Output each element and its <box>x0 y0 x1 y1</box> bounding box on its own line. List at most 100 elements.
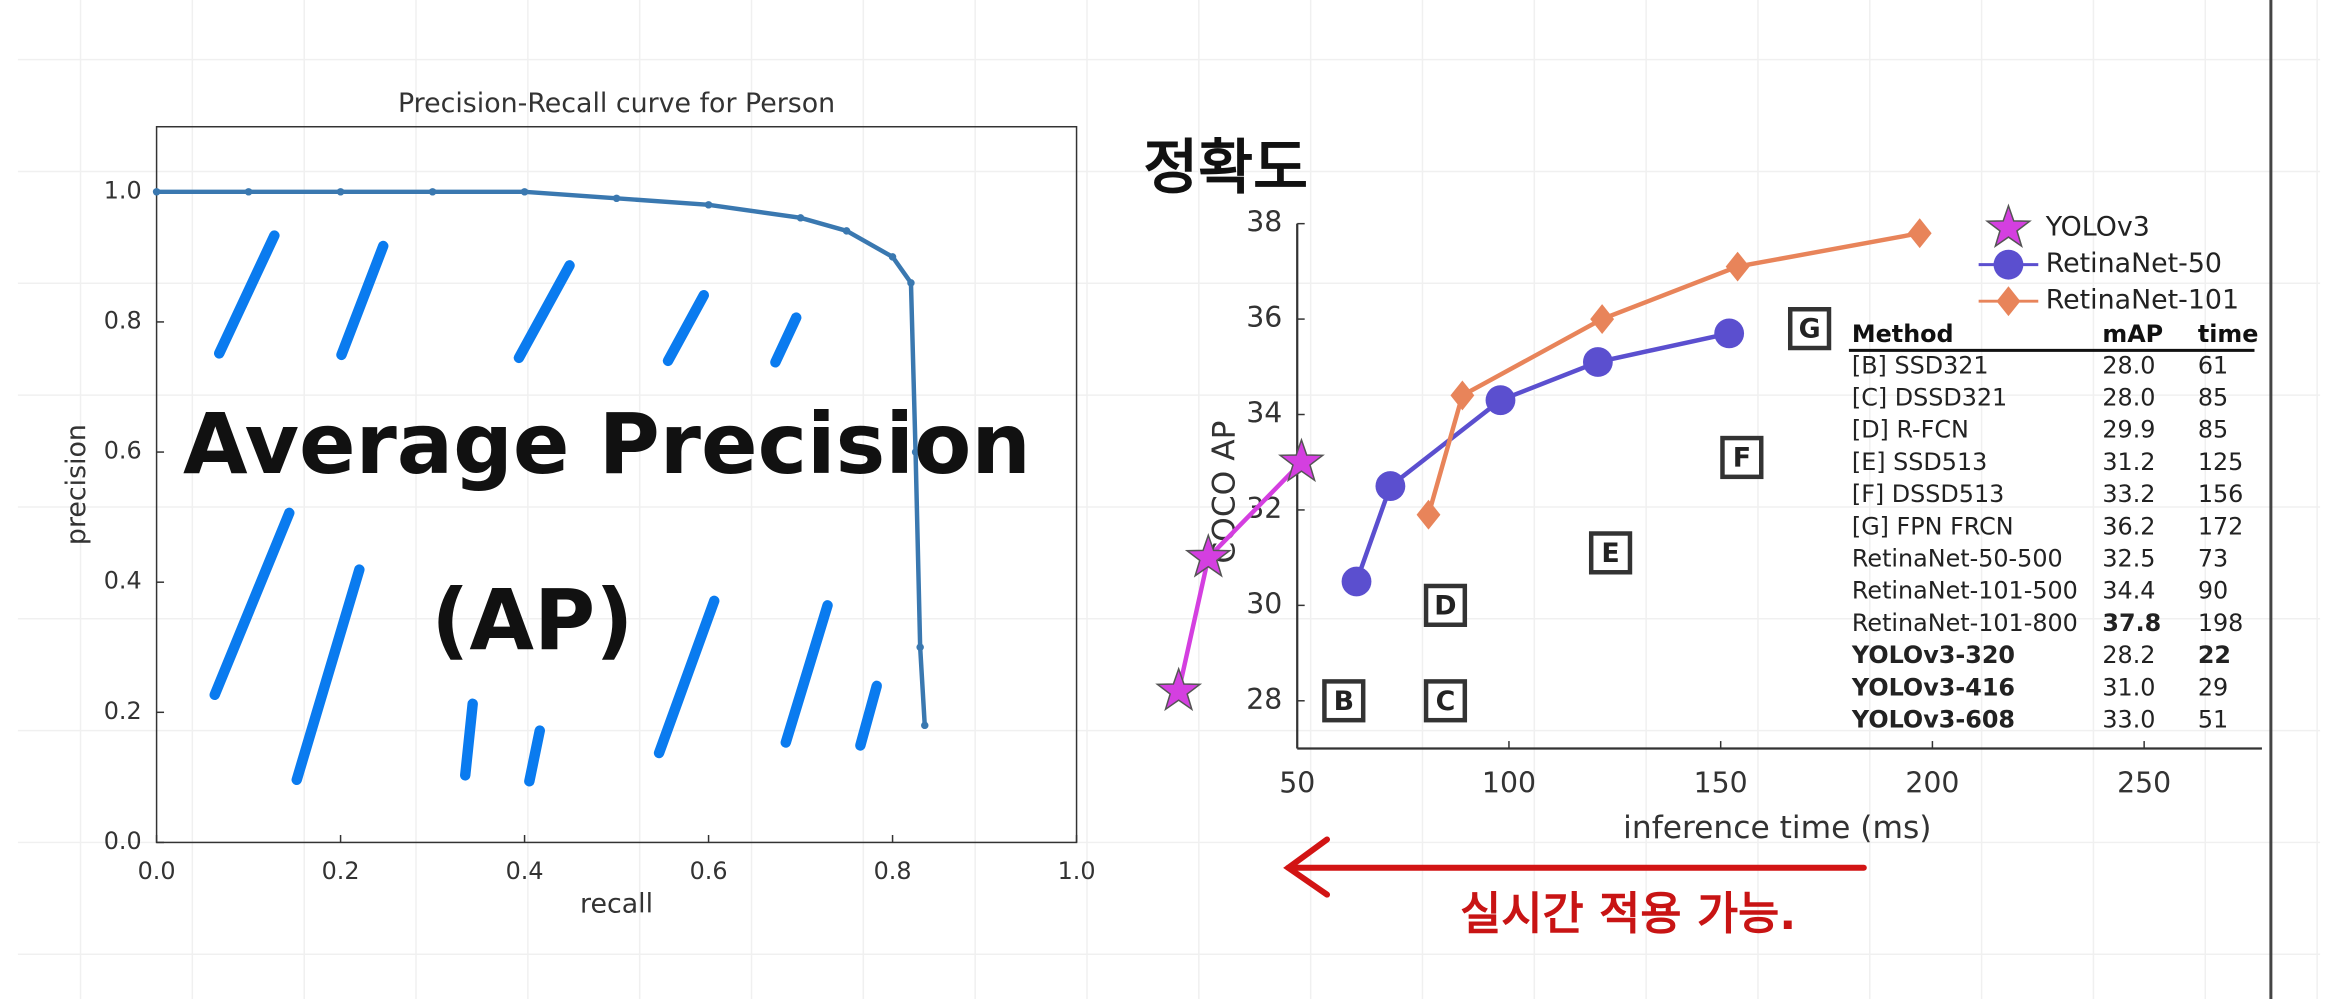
table-cell: 73 <box>2198 545 2228 573</box>
table-cell: 51 <box>2198 706 2228 734</box>
series-marker <box>1155 666 1203 712</box>
table-cell: 85 <box>2198 416 2228 444</box>
y-tick-label: 32 <box>1246 492 1282 525</box>
x-axis-label: recall <box>580 889 653 920</box>
table-cell: 29.9 <box>2102 416 2155 444</box>
pr-point <box>336 188 345 196</box>
table-cell: 37.8 <box>2102 609 2161 637</box>
series-marker <box>1714 318 1745 349</box>
method-box <box>1787 307 1832 351</box>
series-marker <box>1725 251 1750 282</box>
method-letter: B <box>1334 686 1354 717</box>
table-header: Method <box>1852 320 1954 348</box>
table-cell: 28.0 <box>2102 384 2155 412</box>
table-cell: 28.0 <box>2102 351 2155 379</box>
table-cell: 172 <box>2198 512 2244 540</box>
series-line <box>1354 331 1730 583</box>
x-tick-label: 150 <box>1694 766 1748 799</box>
y-axis-label: precision <box>61 424 92 545</box>
x-tick-label: 250 <box>2117 766 2171 799</box>
table-cell: 32.5 <box>2102 545 2155 573</box>
table-cell: 33.2 <box>2102 480 2155 508</box>
y-tick-label: 1.0 <box>104 176 142 204</box>
table-cell: [F] DSSD513 <box>1852 480 2004 508</box>
table-cell: 156 <box>2198 480 2244 508</box>
method-letter: F <box>1733 442 1751 473</box>
method-letter: D <box>1434 590 1456 621</box>
method-letter: C <box>1436 686 1456 717</box>
y-tick-label: 34 <box>1246 397 1282 430</box>
table-cell: [G] FPN FRCN <box>1852 512 2014 540</box>
table-cell: [B] SSD321 <box>1852 351 1989 379</box>
y-tick-label: 0.6 <box>104 437 142 465</box>
pr-point <box>612 194 621 203</box>
table-cell: 90 <box>2198 577 2228 605</box>
table-cell: 28.2 <box>2102 641 2155 669</box>
pr-point <box>907 279 915 287</box>
method-letter: E <box>1601 538 1619 569</box>
y-tick-label: 0.8 <box>104 306 142 334</box>
method-letter: G <box>1799 314 1821 345</box>
x-tick-label: 0.6 <box>690 857 728 885</box>
table-cell: RetinaNet-101-500 <box>1852 577 2078 605</box>
pr-point <box>888 253 897 261</box>
handwritten-note: 실시간 적용 가능. <box>1460 887 1796 940</box>
method-box <box>1423 583 1468 627</box>
red-arrow <box>1283 836 1867 898</box>
y-tick-label: 0.4 <box>104 567 142 595</box>
table-cell: 29 <box>2198 673 2228 701</box>
method-box <box>1720 435 1764 480</box>
table-cell: RetinaNet-50-500 <box>1852 545 2063 573</box>
method-box <box>1322 679 1366 723</box>
y-tick-label: 0.0 <box>104 827 142 855</box>
method-box <box>1588 531 1633 575</box>
x-axis-label: inference time (ms) <box>1623 810 1931 846</box>
y-tick-label: 28 <box>1246 683 1282 716</box>
pr-point <box>921 721 929 730</box>
x-tick-label: 0.4 <box>506 857 544 885</box>
table-cell: YOLOv3-608 <box>1851 706 2015 734</box>
table-cell: 31.2 <box>2102 448 2155 476</box>
handwritten-note: 정확도 <box>1143 134 1308 203</box>
x-tick-label: 0.8 <box>874 857 912 885</box>
plot-frame <box>155 125 1078 844</box>
y-tick-label: 36 <box>1246 301 1282 334</box>
table-cell: [D] R-FCN <box>1852 416 1969 444</box>
series-marker <box>1416 499 1441 530</box>
series-marker <box>1582 347 1613 377</box>
table-cell: 198 <box>2198 609 2244 637</box>
y-tick-label: 0.2 <box>104 697 142 725</box>
notebook-grid <box>17 0 2321 999</box>
legend-label: RetinaNet-101 <box>2046 285 2239 316</box>
pr-point <box>244 188 253 196</box>
pr-point <box>152 188 161 196</box>
y-tick-label: 38 <box>1246 206 1282 239</box>
pr-curve <box>156 189 927 726</box>
series-marker <box>1184 533 1232 578</box>
table-cell: [E] SSD513 <box>1852 448 1987 476</box>
pr-point <box>704 201 713 209</box>
pr-point <box>428 188 437 196</box>
legend-label: YOLOv3 <box>2045 212 2150 243</box>
x-tick-label: 200 <box>1905 766 1959 799</box>
legend-label: RetinaNet-50 <box>2046 248 2222 279</box>
pr-point <box>520 188 529 196</box>
table-cell: 34.4 <box>2102 577 2155 605</box>
x-tick-label: 0.2 <box>322 857 360 885</box>
table-cell: 85 <box>2198 384 2228 412</box>
y-tick-label: 30 <box>1246 587 1282 620</box>
pr-point <box>911 448 920 456</box>
table-cell: [C] DSSD321 <box>1852 384 2007 412</box>
table-cell: 125 <box>2198 448 2244 476</box>
table-cell: RetinaNet-101-800 <box>1852 609 2078 637</box>
handwritten-note: Average Precision <box>183 396 1031 493</box>
handwritten-note: (AP) <box>431 572 633 669</box>
pr-point <box>842 227 851 235</box>
series-marker <box>1278 437 1325 483</box>
x-tick-label: 1.0 <box>1058 857 1096 885</box>
method-box <box>1423 679 1468 723</box>
series-marker <box>1485 385 1516 416</box>
table-cell: 33.0 <box>2102 706 2155 734</box>
